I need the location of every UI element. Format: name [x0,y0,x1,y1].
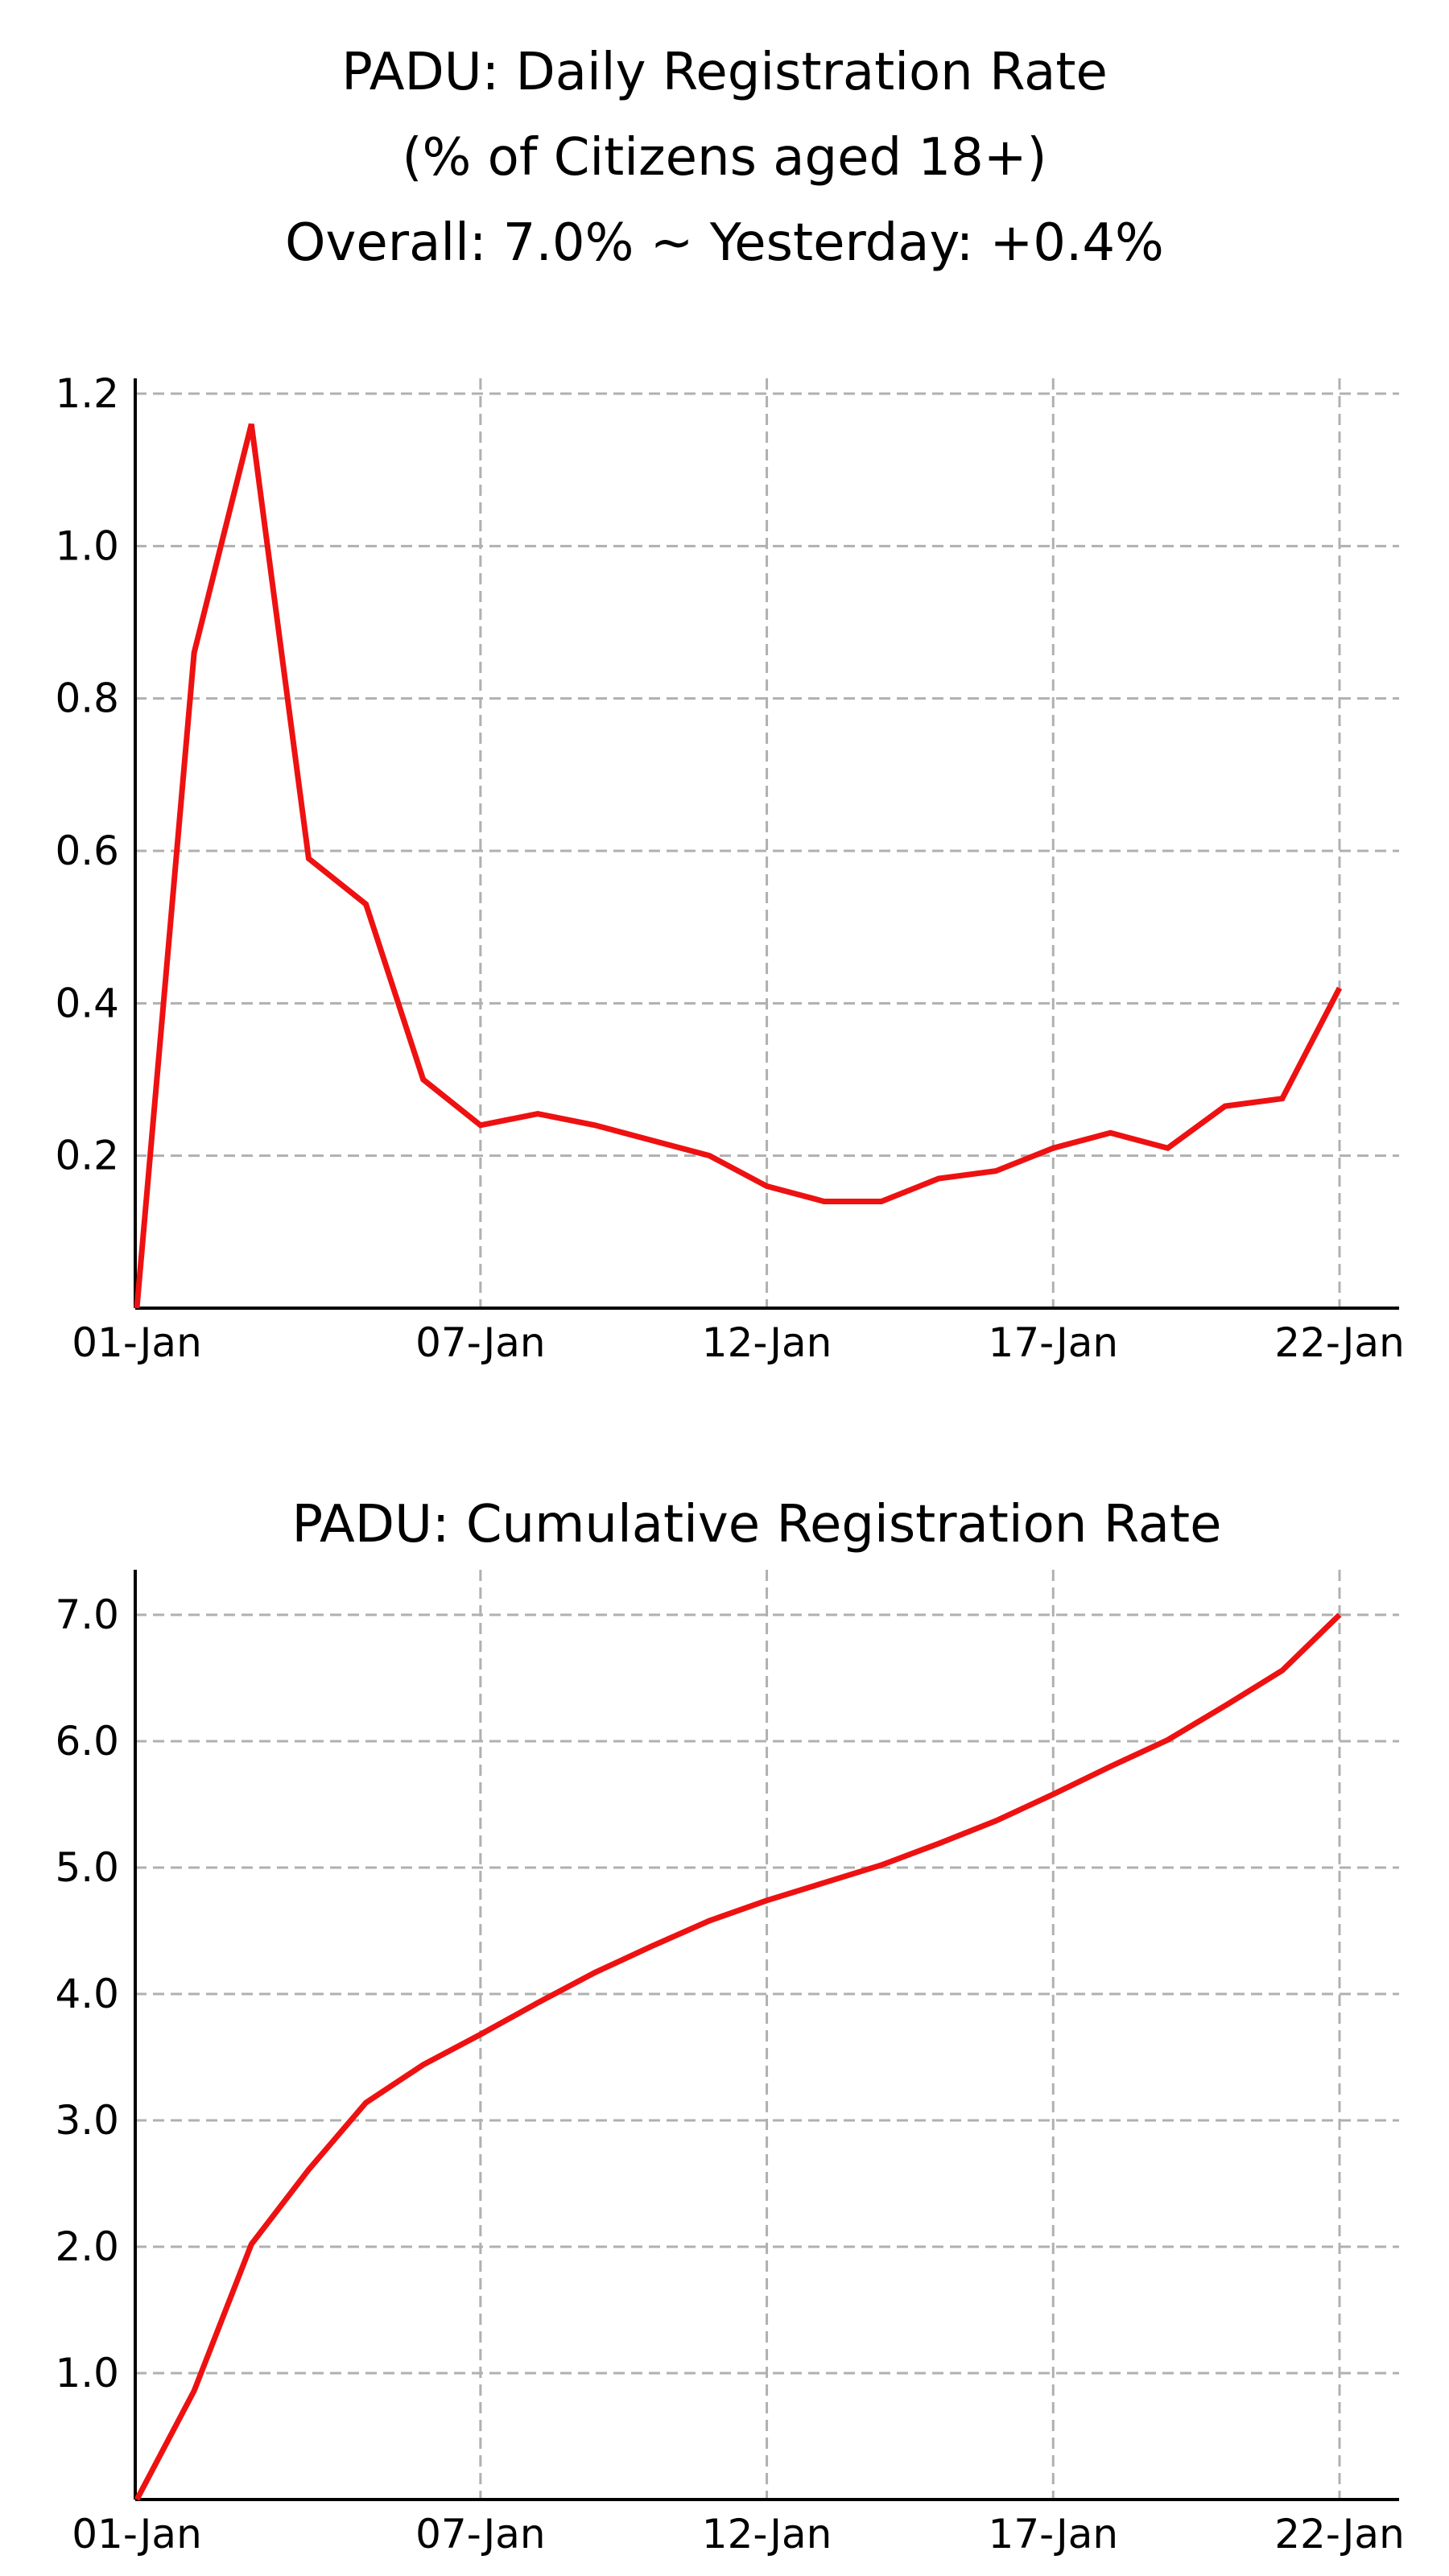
y-tick-label: 5.0 [55,1844,119,1891]
daily-rate-chart: 0.2 0.4 0.6 0.8 1.0 1.2 01-Jan 07-Jan 12-Jan 17-J… [55,370,1404,1366]
y-tick-label: 1.0 [55,2350,119,2396]
chart-title-line-2: (% of Citizens aged 18+) [402,128,1047,188]
y-tick-label: 6.0 [55,1718,119,1765]
y-tick-label: 0.2 [55,1133,119,1179]
x-tick-label: 12-Jan [702,1319,832,1366]
x-tick-label: 01-Jan [72,2511,202,2557]
y-tick-label: 3.0 [55,2097,119,2144]
x-tick-label: 22-Jan [1274,1319,1405,1366]
cumulative-rate-chart: PADU: Cumulative Registration Rate 1.0 2.0… [55,1495,1404,2557]
y-tick-label: 1.2 [55,370,119,417]
series-line [134,423,1343,1309]
x-tick-label: 12-Jan [702,2511,832,2557]
chart-title-line-3: Overall: 7.0% ~ Yesterday: +0.4% [285,213,1164,273]
y-tick-label: 7.0 [55,1591,119,1638]
y-tick-label: 0.6 [55,828,119,874]
x-tick-label: 17-Jan [989,2511,1119,2557]
chart-title-line-1: PADU: Daily Registration Rate [341,43,1108,102]
series-line [134,1612,1342,2501]
chart-title: PADU: Cumulative Registration Rate [292,1495,1222,1554]
y-tick-label: 1.0 [55,522,119,569]
x-tick-label: 07-Jan [415,1319,546,1366]
y-tick-label: 4.0 [55,1971,119,2017]
x-tick-label: 17-Jan [989,1319,1119,1366]
y-tick-label: 0.4 [55,980,119,1026]
y-tick-label: 0.8 [55,675,119,722]
x-tick-label: 01-Jan [72,1319,202,1366]
y-tick-label: 2.0 [55,2223,119,2270]
x-tick-label: 07-Jan [415,2511,546,2557]
x-tick-label: 22-Jan [1274,2511,1405,2557]
